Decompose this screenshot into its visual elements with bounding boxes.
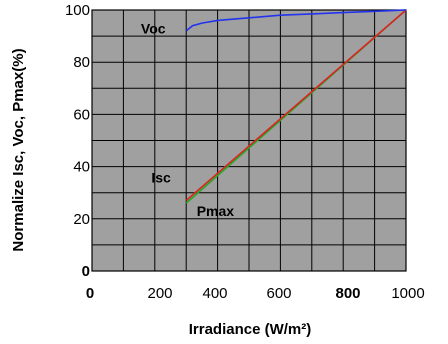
- annotation-isc: Isc: [151, 169, 171, 185]
- x-tick-label: 400: [202, 285, 227, 302]
- y-tick-label: 20: [73, 211, 90, 228]
- y-tick-label: 100: [65, 2, 90, 19]
- y-tick-label: 40: [73, 159, 90, 176]
- x-tick-label: 200: [147, 285, 172, 302]
- x-tick-label: 800: [335, 285, 360, 302]
- y-axis-title: Normalize Isc, Voc, Pmax(%): [10, 48, 27, 251]
- annotation-voc: Voc: [141, 20, 166, 36]
- y-tick-label: 0: [82, 263, 90, 280]
- y-tick-label: 60: [73, 106, 90, 123]
- x-tick-label: 1000: [391, 285, 424, 302]
- x-tick-labels: 0 200 400 600 800 1000: [86, 285, 425, 302]
- x-axis-title: Irradiance (W/m²): [189, 321, 312, 338]
- x-tick-label: 0: [86, 285, 94, 302]
- x-tick-label: 600: [266, 285, 291, 302]
- annotation-pmax: Pmax: [197, 203, 235, 219]
- y-tick-label: 80: [73, 54, 90, 71]
- y-tick-labels: 0 20 40 60 80 100: [65, 2, 90, 280]
